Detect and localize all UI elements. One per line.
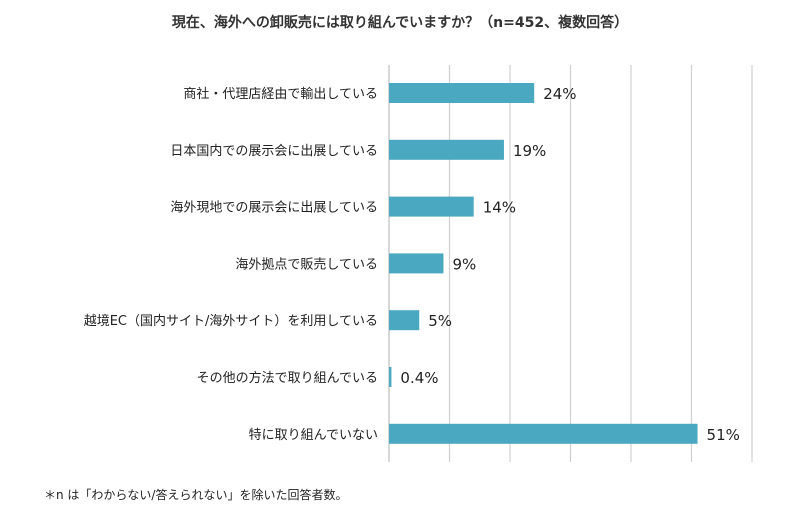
category-label: 日本国内での展示会に出展している: [170, 143, 378, 159]
bars: [389, 83, 698, 444]
category-label: 越境EC（国内サイト/海外サイト）を利用している: [84, 313, 378, 329]
category-label: 商社・代理店経由で輸出している: [183, 86, 378, 102]
footnote: ＊n は「わからない/答えられない」を除いた回答者数。: [44, 488, 348, 502]
category-label: 特に取り組んでいない: [249, 428, 378, 443]
category-label: その他の方法で取り組んでいる: [197, 370, 378, 386]
value-label: 19%: [513, 142, 546, 160]
category-label: 海外拠点で販売している: [235, 256, 378, 272]
category-label: 海外現地での展示会に出展している: [170, 201, 378, 216]
value-label: 9%: [452, 255, 476, 273]
value-label: 24%: [543, 85, 576, 103]
chart-title: 現在、海外への卸販売には取り組んでいますか？（n=452、複数回答）: [171, 15, 629, 31]
value-label: 5%: [428, 312, 452, 330]
labels: 商社・代理店経由で輸出している 24% 日本国内での展示会に出展している 19% 海外現…: [84, 85, 740, 444]
value-label: 51%: [707, 426, 740, 444]
bar: [389, 310, 420, 331]
value-label: 14%: [483, 199, 516, 217]
value-label: 0.4%: [400, 369, 438, 387]
bar: [389, 423, 698, 444]
bar: [389, 139, 504, 160]
bar: [389, 253, 444, 274]
bar: [389, 367, 392, 387]
bar: [389, 83, 535, 103]
bar: [389, 196, 474, 217]
